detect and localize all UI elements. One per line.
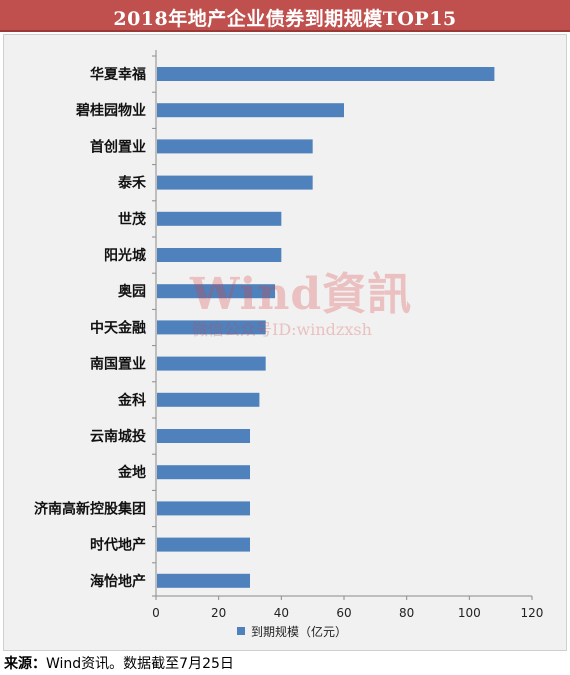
y-tick-label: 金科 <box>117 392 146 409</box>
source-note: 来源：Wind资讯。数据截至7月25日 <box>4 653 234 673</box>
bar <box>157 139 313 154</box>
bar <box>157 103 344 118</box>
bar <box>157 248 282 262</box>
y-tick-label: 时代地产 <box>90 537 146 554</box>
source-text: Wind资讯。数据截至7月25日 <box>46 656 234 672</box>
y-tick-label: 阳光城 <box>104 247 146 264</box>
y-tick-label: 云南城投 <box>90 428 146 445</box>
x-tick-label: 80 <box>399 606 414 620</box>
y-tick-label: 南国置业 <box>90 356 146 373</box>
y-tick-label: 泰禾 <box>117 175 146 192</box>
bar <box>157 392 260 407</box>
bar <box>157 429 250 443</box>
bar <box>157 356 266 371</box>
legend-label: 到期规模（亿元） <box>251 624 347 639</box>
title-bar: 2018年地产企业债券到期规模TOP15 <box>0 0 570 32</box>
source-label: 来源： <box>4 656 46 672</box>
bar <box>157 175 313 190</box>
y-tick-label: 首创置业 <box>90 138 146 155</box>
y-tick-label: 济南高新控股集团 <box>34 500 146 517</box>
bar <box>157 465 250 480</box>
bar <box>157 67 495 81</box>
bar <box>157 501 250 516</box>
bar <box>157 537 250 552</box>
y-tick-label: 中天金融 <box>90 319 146 336</box>
y-tick-label: 奥园 <box>118 283 146 300</box>
x-tick-label: 120 <box>521 606 544 620</box>
chart-title: 2018年地产企业债券到期规模TOP15 <box>113 8 457 30</box>
bar <box>157 284 276 299</box>
y-tick-label: 华夏幸福 <box>90 66 146 83</box>
x-tick-label: 100 <box>458 606 481 620</box>
y-tick-label: 世茂 <box>118 211 146 228</box>
bar <box>157 320 266 335</box>
y-tick-label: 海怡地产 <box>90 573 146 590</box>
x-tick-label: 60 <box>336 606 351 620</box>
legend-swatch <box>237 627 245 635</box>
plot-area <box>3 34 567 651</box>
y-tick-label: 金地 <box>117 464 146 481</box>
x-tick-label: 20 <box>211 606 226 620</box>
y-tick-label: 碧桂园物业 <box>75 102 146 119</box>
x-tick-label: 40 <box>274 606 289 620</box>
bar <box>157 211 282 226</box>
x-tick-label: 0 <box>152 606 160 620</box>
bar <box>157 573 250 588</box>
